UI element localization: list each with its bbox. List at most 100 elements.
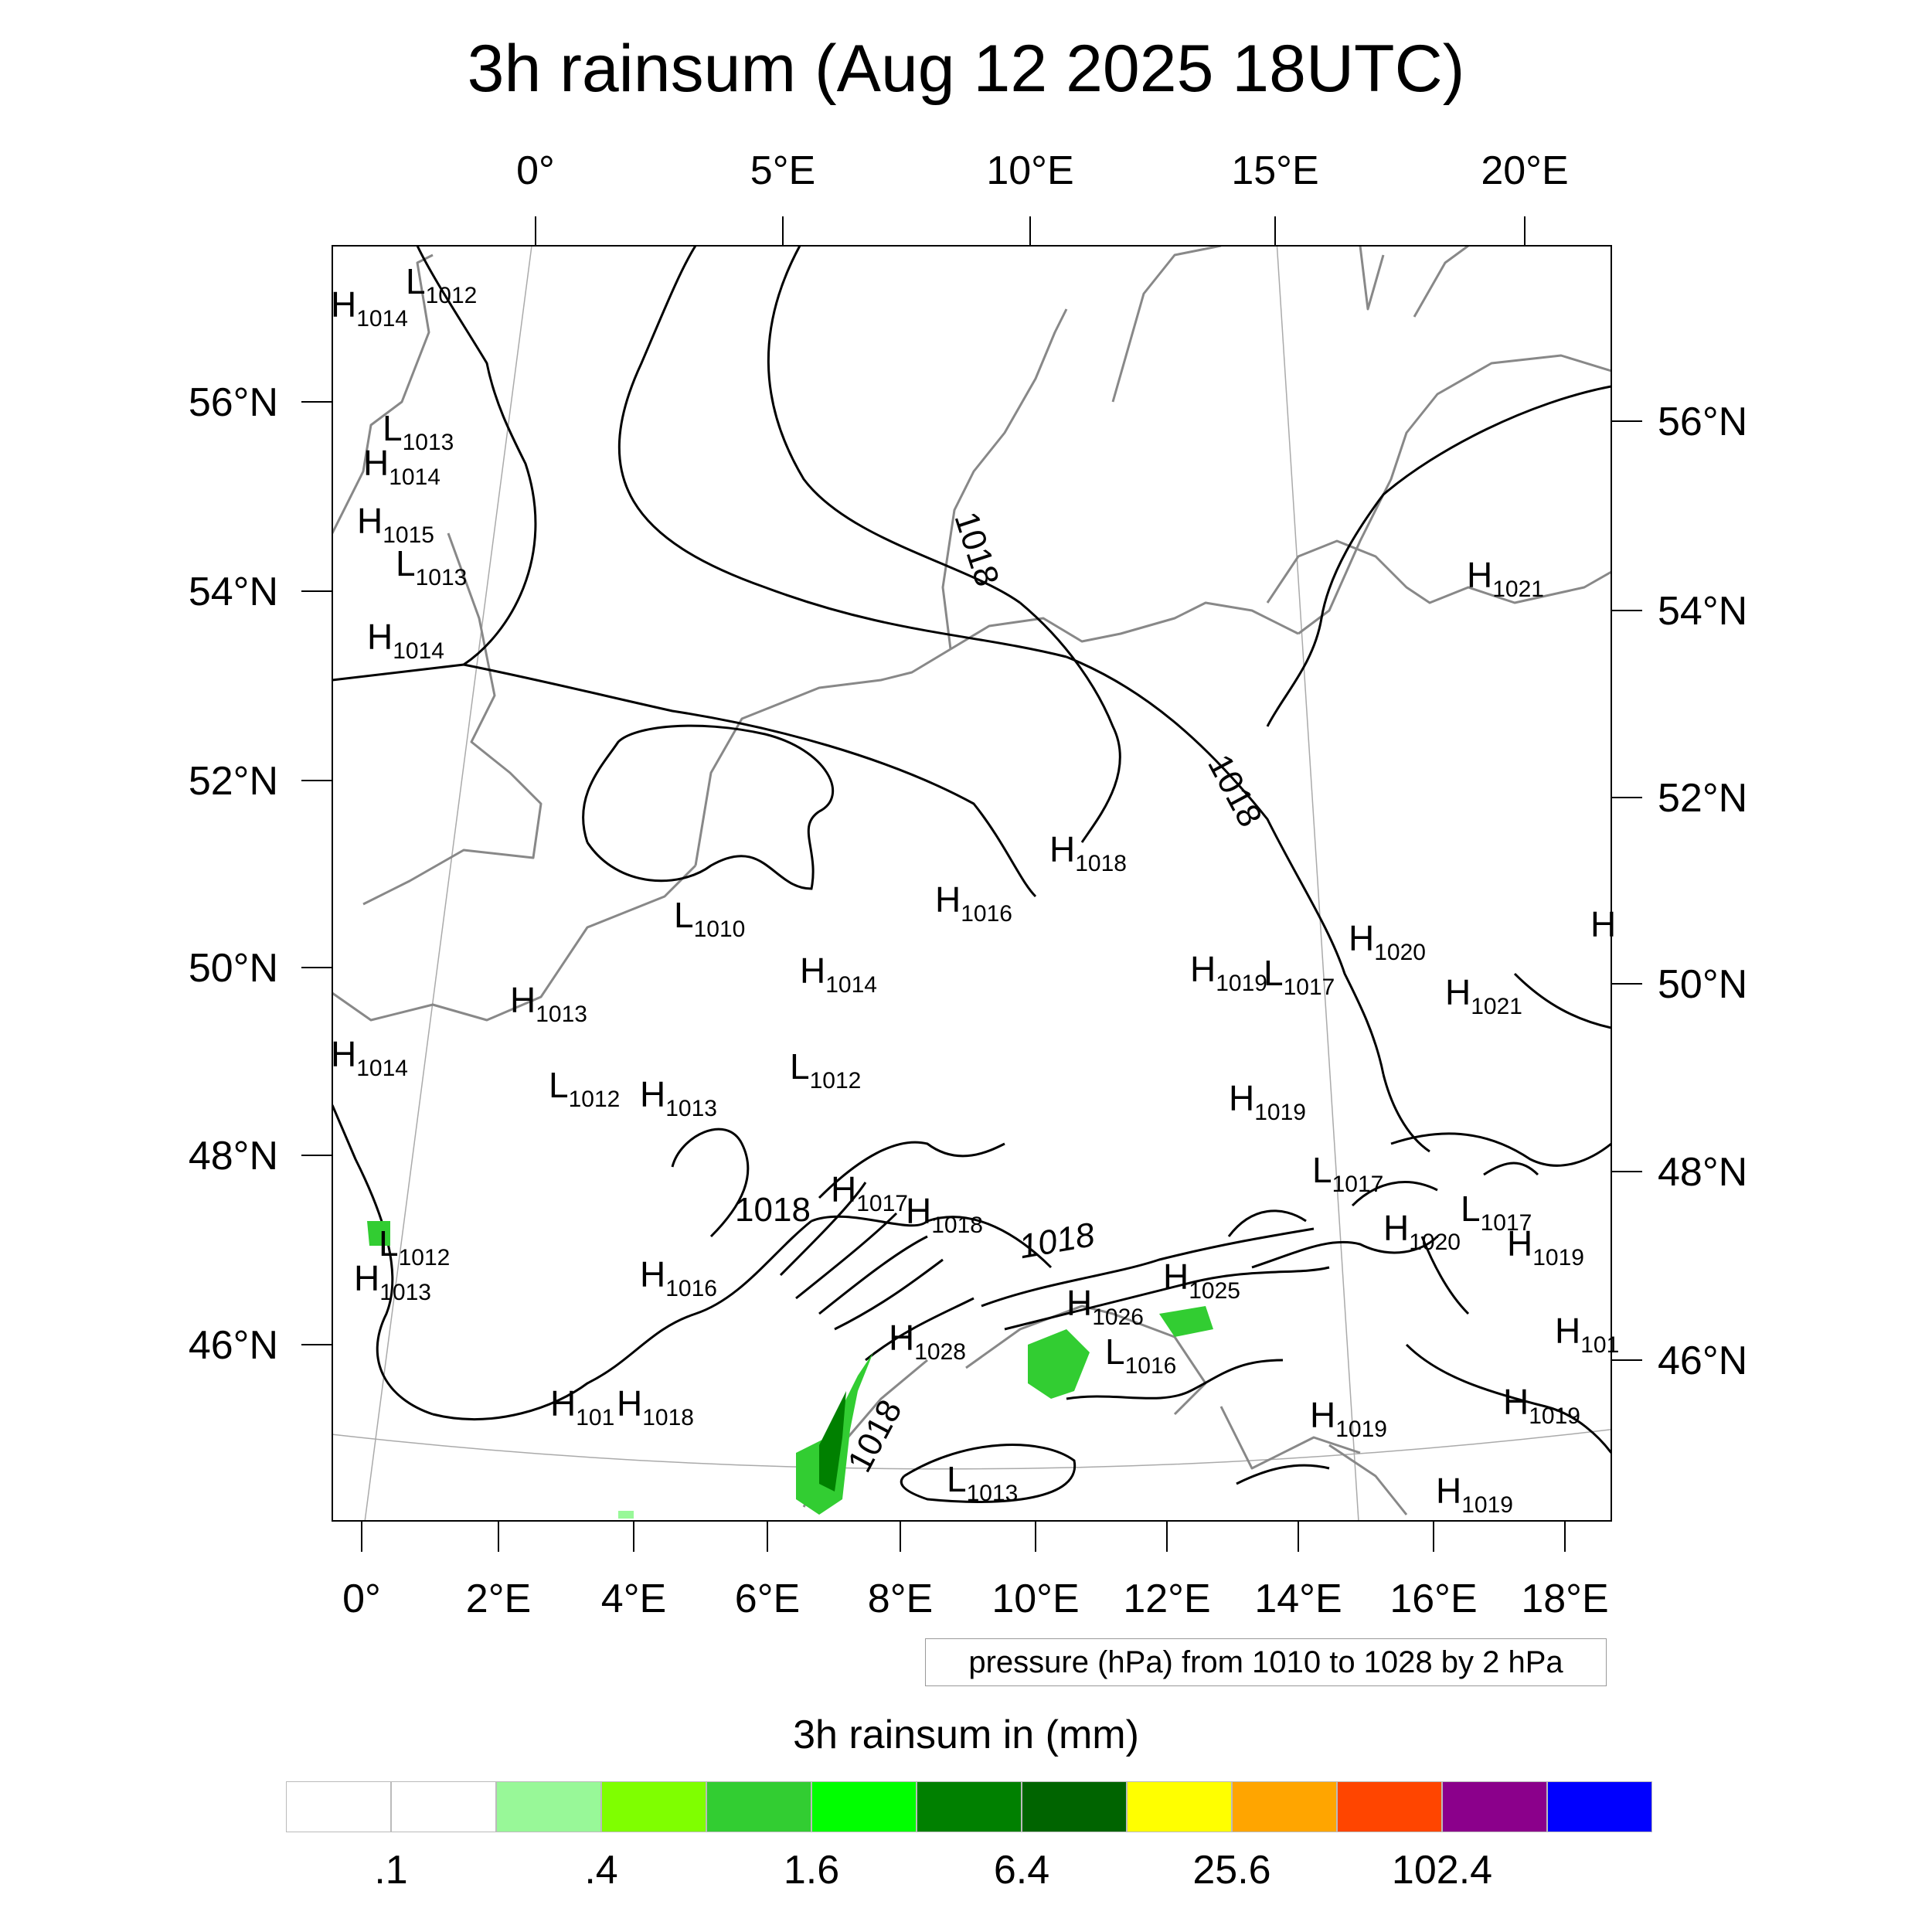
pressure-center-label: L1012 <box>379 1223 450 1270</box>
isobar <box>795 1212 898 1300</box>
pressure-center-label: H1019 <box>1503 1382 1580 1429</box>
pressure-center-label: H1014 <box>367 617 444 664</box>
pressure-center-label: H1016 <box>935 879 1012 927</box>
coastline <box>941 308 1068 650</box>
pressure-center-label: H101 <box>550 1383 614 1430</box>
top-lon-label: 0° <box>516 148 555 193</box>
coastline <box>1328 1444 1408 1515</box>
bottom-lon-label: 8°E <box>868 1577 933 1621</box>
coastline <box>332 864 697 1022</box>
isobar <box>900 1444 1077 1503</box>
isobar <box>1483 1162 1539 1176</box>
colorbar-swatch <box>601 1781 706 1832</box>
colorbar-swatch <box>391 1781 496 1832</box>
pressure-center-label: H1020 <box>1349 918 1426 965</box>
coastline <box>1266 539 1611 604</box>
coastline <box>362 532 543 906</box>
top-lon-label: 15°E <box>1231 148 1318 193</box>
isobar <box>1266 385 1611 727</box>
pressure-center-label: L1013 <box>947 1459 1018 1506</box>
isobar <box>1066 655 1385 1075</box>
rain-patch <box>819 1391 846 1492</box>
rain-patch <box>367 1221 390 1246</box>
pressure-center-label: H1026 <box>1066 1283 1144 1330</box>
bottom-lon-label: 4°E <box>601 1577 666 1621</box>
isobar <box>1390 1132 1611 1167</box>
pressure-center-label: H1018 <box>906 1191 983 1238</box>
isobar <box>1251 1235 1439 1269</box>
graticule-line <box>1276 246 1359 1521</box>
graticule-line <box>364 246 532 1521</box>
pressure-center-label: H101 <box>1555 1311 1619 1358</box>
pressure-center-label: H1018 <box>617 1383 694 1430</box>
pressure-center-label: L1013 <box>383 408 454 455</box>
coastline <box>1298 354 1611 635</box>
pressure-center-label: H1028 <box>889 1318 966 1365</box>
isobar <box>1351 1181 1438 1207</box>
rain-patch <box>1028 1329 1090 1399</box>
pressure-center-label: L1016 <box>1105 1332 1176 1379</box>
colorbar-swatch <box>286 1781 391 1832</box>
rain-patch <box>1159 1306 1213 1337</box>
pressure-center-label: L1010 <box>674 895 745 942</box>
isobar <box>463 663 1037 898</box>
isobar <box>1227 1209 1307 1237</box>
map-frame <box>332 245 1612 1522</box>
isobar-value-label: 1018 <box>1016 1216 1097 1266</box>
pressure-center-label: H1018 <box>1049 829 1127 876</box>
left-lat-label: 50°N <box>189 946 278 991</box>
colorbar-swatch <box>1022 1781 1127 1832</box>
pressure-center-label: H1014 <box>363 443 440 490</box>
isobar <box>582 724 835 843</box>
coastline <box>694 648 951 866</box>
pressure-center-label: H1019 <box>1436 1471 1513 1518</box>
isobar <box>586 810 820 890</box>
isobar <box>617 246 1067 658</box>
colorbar-tick-label: .1 <box>374 1848 408 1893</box>
colorbar-tick-label: 102.4 <box>1391 1848 1493 1893</box>
isobar <box>811 1215 1053 1269</box>
colorbar-title: 3h rainsum in (mm) <box>793 1713 1139 1757</box>
map-content <box>332 246 1611 1521</box>
pressure-center-label: H1019 <box>1507 1223 1584 1270</box>
top-lon-label: 10°E <box>986 148 1073 193</box>
bottom-lon-label: 14°E <box>1254 1577 1342 1621</box>
pressure-center-label: L1017 <box>1312 1150 1383 1197</box>
isobar <box>1019 601 1121 843</box>
pressure-center-label: H1014 <box>331 1034 408 1081</box>
bottom-lon-label: 6°E <box>735 1577 800 1621</box>
left-lat-label: 46°N <box>189 1323 278 1368</box>
pressure-center-label: L1017 <box>1461 1189 1532 1236</box>
left-lat-label: 56°N <box>189 380 278 425</box>
right-lat-label: 56°N <box>1658 400 1747 444</box>
pressure-center-label: H1019 <box>1229 1078 1306 1125</box>
colorbar-tick-label: 25.6 <box>1192 1848 1271 1893</box>
bottom-lon-label: 18°E <box>1521 1577 1608 1621</box>
colorbar-swatch <box>1232 1781 1337 1832</box>
colorbar-swatch <box>1547 1781 1652 1832</box>
isobar <box>432 1219 812 1420</box>
left-lat-label: 48°N <box>189 1134 278 1179</box>
coastline <box>1413 246 1469 318</box>
left-lat-label: 54°N <box>189 570 278 614</box>
pressure-center-label: H1019 <box>1190 949 1267 996</box>
top-lon-label: 5°E <box>750 148 815 193</box>
colorbar-tick-label: .4 <box>584 1848 618 1893</box>
pressure-center-label: L1017 <box>1264 953 1335 1000</box>
isobar <box>1004 1266 1330 1331</box>
pressure-center-label: H1025 <box>1163 1257 1240 1304</box>
bottom-lon-label: 10°E <box>992 1577 1079 1621</box>
isobar <box>767 246 1021 604</box>
isobar-value-label: 1018 <box>735 1191 811 1229</box>
isobar <box>818 1235 928 1315</box>
pressure-center-label: H1017 <box>831 1169 908 1216</box>
isobar-value-label: 1018 <box>947 507 1006 590</box>
pressure-center-label: H1015 <box>357 501 434 548</box>
isobar <box>834 1258 944 1331</box>
pressure-center-label: H1014 <box>331 284 408 332</box>
right-lat-label: 46°N <box>1658 1338 1747 1383</box>
pressure-center-label: L1012 <box>406 261 477 308</box>
pressure-legend: pressure (hPa) from 1010 to 1028 by 2 hP… <box>925 1638 1607 1686</box>
